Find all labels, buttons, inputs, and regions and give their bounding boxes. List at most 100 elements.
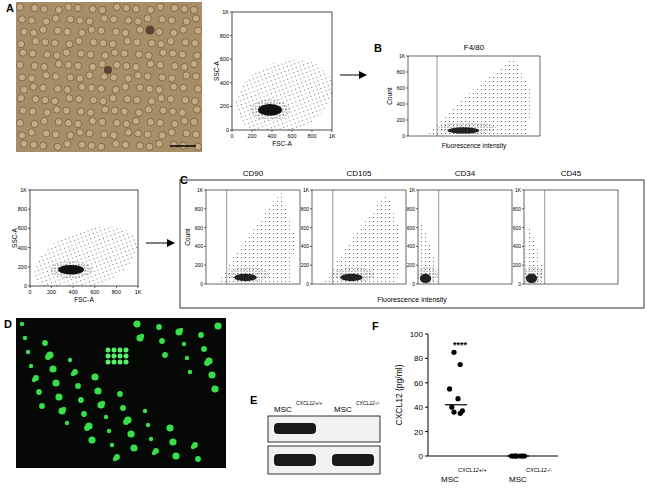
tick bbox=[310, 190, 312, 191]
cell bbox=[20, 322, 24, 326]
cell bbox=[28, 129, 35, 136]
lane-label: MSC bbox=[274, 405, 292, 414]
cloud bbox=[424, 58, 534, 136]
cell bbox=[167, 96, 174, 103]
cell bbox=[170, 29, 177, 36]
tick bbox=[230, 130, 232, 131]
frame bbox=[418, 190, 512, 284]
cloud bbox=[525, 218, 544, 284]
tick bbox=[406, 120, 408, 121]
tick-label: 200 bbox=[247, 133, 256, 139]
tick-label: 800 bbox=[195, 206, 204, 212]
tick bbox=[416, 284, 418, 285]
cell bbox=[40, 26, 47, 33]
cell bbox=[157, 3, 164, 10]
cell bbox=[112, 348, 117, 353]
cell bbox=[146, 85, 153, 92]
cell bbox=[88, 26, 95, 33]
cell bbox=[110, 16, 117, 23]
cloud-core bbox=[420, 274, 431, 283]
cell bbox=[132, 5, 139, 12]
cell bbox=[158, 41, 165, 48]
micrograph bbox=[16, 2, 202, 152]
tick-label: 40 bbox=[414, 403, 423, 412]
cell bbox=[43, 130, 50, 137]
tick bbox=[73, 286, 74, 288]
cell bbox=[42, 39, 49, 46]
tick bbox=[230, 59, 232, 60]
cell bbox=[195, 456, 201, 462]
cell bbox=[55, 118, 62, 125]
cell bbox=[65, 3, 72, 10]
cell bbox=[78, 83, 85, 90]
cell bbox=[20, 86, 27, 93]
cell bbox=[30, 83, 37, 90]
tick-label: 800 bbox=[18, 206, 27, 212]
cell bbox=[159, 338, 165, 344]
tick-label: 0 bbox=[28, 289, 31, 295]
cell bbox=[32, 38, 39, 45]
cell bbox=[125, 17, 132, 24]
cell bbox=[181, 5, 188, 12]
cell bbox=[166, 424, 173, 431]
tick bbox=[416, 190, 418, 191]
tick bbox=[51, 286, 52, 288]
cloud bbox=[419, 218, 438, 284]
cell bbox=[179, 109, 186, 116]
cell bbox=[117, 391, 123, 397]
cell bbox=[74, 4, 81, 11]
tick bbox=[230, 82, 232, 83]
cell bbox=[29, 108, 36, 115]
cell bbox=[29, 50, 36, 57]
tick bbox=[416, 265, 418, 266]
cell bbox=[122, 141, 129, 148]
gate-line bbox=[438, 190, 439, 284]
cell bbox=[118, 348, 123, 353]
tick-label: 100 bbox=[410, 330, 424, 339]
cell bbox=[182, 39, 189, 46]
cell bbox=[31, 4, 38, 11]
cloud bbox=[217, 192, 295, 284]
cloud-core bbox=[258, 104, 282, 116]
tick bbox=[204, 284, 206, 285]
annotation: **** bbox=[453, 340, 468, 350]
cloud-core bbox=[418, 265, 437, 284]
cell bbox=[45, 354, 51, 360]
cell bbox=[26, 350, 30, 354]
histogram: 02004006008001K bbox=[397, 53, 540, 139]
cell bbox=[127, 430, 134, 437]
cell bbox=[104, 415, 108, 419]
lane-superscript: CXCL12-/- bbox=[356, 400, 380, 406]
gate-line bbox=[332, 190, 333, 284]
cell bbox=[65, 61, 72, 68]
cell bbox=[182, 342, 186, 346]
cell bbox=[160, 107, 167, 114]
tick bbox=[252, 130, 253, 132]
marks bbox=[445, 350, 529, 459]
cell bbox=[158, 95, 165, 102]
cell bbox=[134, 72, 141, 79]
cell bbox=[106, 354, 111, 359]
cell bbox=[124, 348, 129, 353]
cell bbox=[89, 63, 96, 70]
cell bbox=[77, 50, 84, 57]
histogram: 02004006008001K bbox=[195, 187, 300, 287]
panel-label: D bbox=[4, 318, 12, 330]
tick-label: 600 bbox=[301, 225, 310, 231]
cell bbox=[90, 97, 97, 104]
tick bbox=[416, 208, 418, 209]
tick bbox=[522, 208, 524, 209]
cell bbox=[100, 40, 107, 47]
frame bbox=[408, 56, 540, 136]
arrow bbox=[146, 243, 174, 244]
cell bbox=[18, 132, 25, 139]
cell bbox=[121, 108, 128, 115]
axis-label: FSC-A bbox=[74, 296, 94, 303]
tick-label: 400 bbox=[195, 243, 204, 249]
cell bbox=[193, 106, 200, 113]
cell bbox=[147, 6, 154, 13]
cell bbox=[159, 74, 166, 81]
cell bbox=[17, 41, 24, 48]
axis-label: CXCL12 (pg/ml) bbox=[394, 364, 404, 425]
tick-label: 400 bbox=[407, 243, 416, 249]
